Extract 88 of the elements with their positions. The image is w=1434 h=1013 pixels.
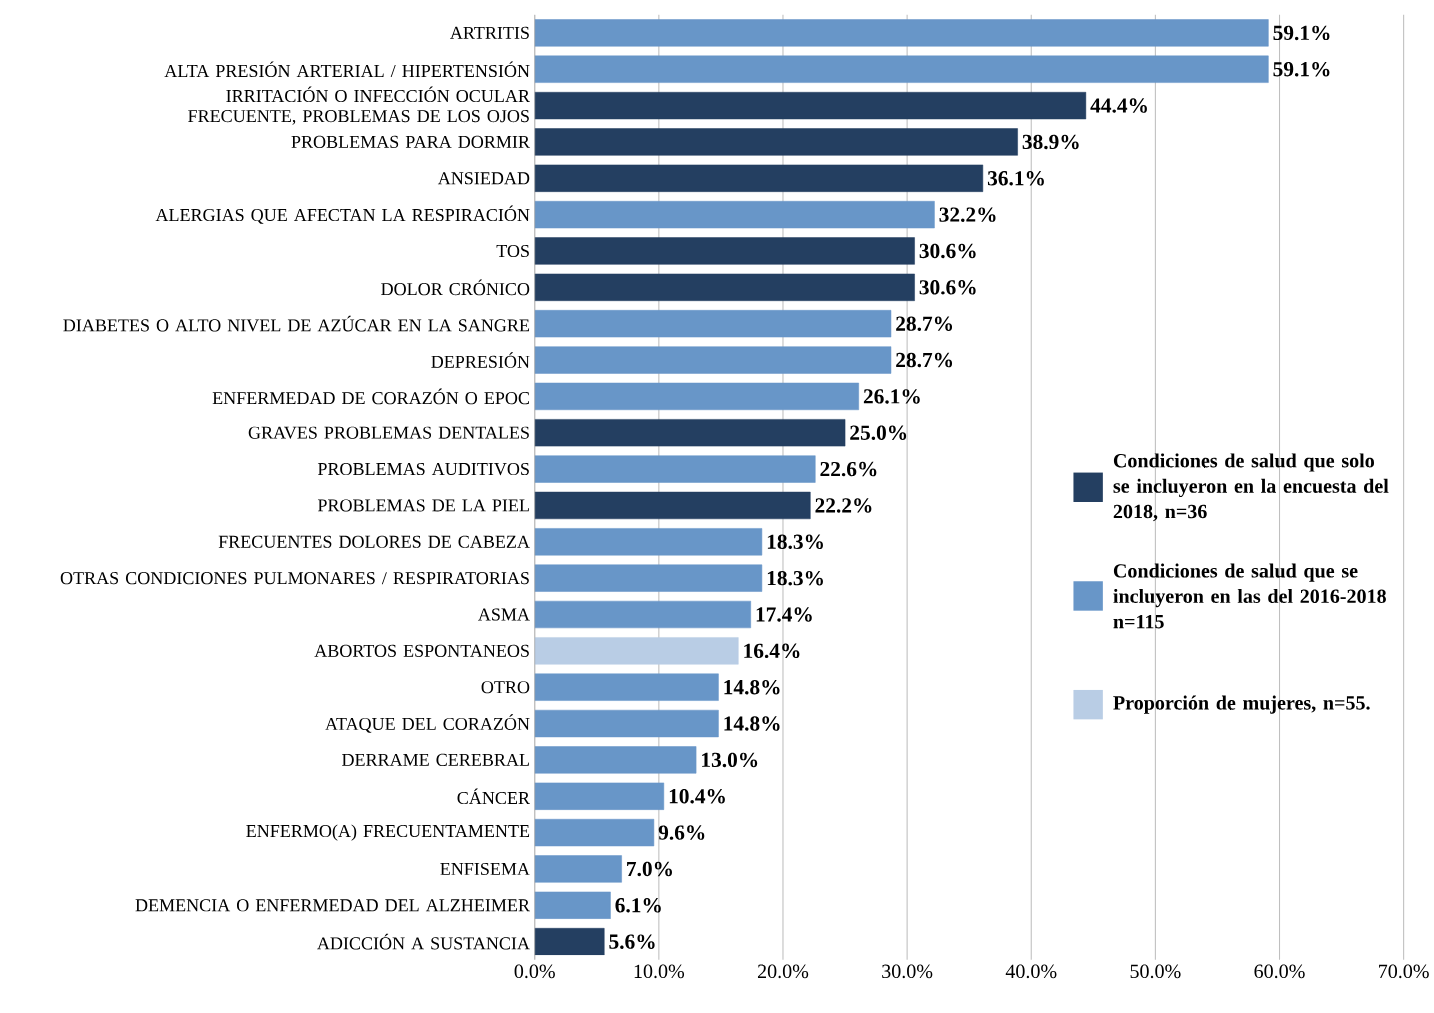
- bar: [534, 782, 665, 810]
- data-label: 9.6%: [658, 825, 705, 840]
- data-label: 18.3%: [767, 570, 823, 586]
- y-tick-label: ALTA PRESIÓN ARTERIAL / HIPERTENSIÓN: [164, 61, 530, 77]
- data-label: 36.1%: [987, 170, 1044, 186]
- data-label: 59.1%: [1273, 25, 1330, 40]
- bar: [534, 346, 892, 374]
- x-tick-label: 60.0%: [1254, 964, 1305, 979]
- data-label: 22.2%: [815, 498, 872, 513]
- data-label: 44.4%: [1090, 98, 1147, 113]
- x-tick-label: 20.0%: [757, 964, 809, 979]
- y-tick-label: GRAVES PROBLEMAS DENTALES: [248, 426, 529, 439]
- bar: [534, 273, 915, 301]
- bar: [534, 164, 984, 192]
- bar: [534, 855, 622, 883]
- data-label: 13.0%: [702, 752, 758, 768]
- bar: [534, 455, 816, 483]
- data-label: 26.1%: [863, 389, 920, 404]
- y-tick-label: ADICCIÓN A SUSTANCIA: [317, 933, 530, 950]
- x-tick-label: 0.0%: [514, 964, 555, 979]
- data-label: 32.2%: [939, 207, 996, 222]
- data-label: 59.1%: [1273, 61, 1330, 77]
- y-tick-label: DEPRESIÓN: [431, 352, 530, 368]
- data-label: 7.0%: [627, 861, 672, 877]
- y-tick-label: OTRO: [481, 681, 530, 694]
- x-tick-label: 40.0%: [1005, 964, 1057, 979]
- data-label: 14.8%: [724, 679, 780, 695]
- bar: [534, 709, 719, 738]
- y-tick-label: TOS: [496, 244, 529, 257]
- bar: [534, 564, 763, 592]
- bar: [534, 309, 892, 338]
- data-label: 22.6%: [820, 461, 877, 477]
- bar: [534, 600, 751, 628]
- bar: [534, 200, 935, 229]
- bar: [534, 746, 697, 774]
- legend-label: Proporción de mujeres, n=55.: [1113, 695, 1370, 714]
- y-tick-label: ENFERMEDAD DE CORAZÓN O EPOC: [212, 388, 529, 405]
- legend-label: Condiciones de salud que solo se incluyeron en la encuesta del 2018, n=36: [1113, 453, 1389, 522]
- y-tick-label: ABORTOS ESPONTANEOS: [314, 644, 529, 657]
- data-label: 30.6%: [919, 243, 976, 259]
- data-label: 6.1%: [615, 897, 661, 913]
- x-tick-label: 50.0%: [1130, 964, 1181, 979]
- y-tick-label: DIABETES O ALTO NIVEL DE AZÚCAR EN LA SANGRE: [63, 315, 530, 332]
- data-label: 5.6%: [609, 934, 655, 949]
- bar: [534, 128, 1018, 156]
- x-tick-label: 70.0%: [1379, 964, 1429, 979]
- y-tick-label: OTRAS CONDICIONES PULMONARES / RESPIRATORIAS: [60, 571, 529, 585]
- bar: [534, 91, 1087, 120]
- bar: [534, 418, 846, 447]
- bar: [534, 927, 605, 956]
- y-tick-label: PROBLEMAS PARA DORMIR: [291, 135, 530, 148]
- y-tick-label: ALERGIAS QUE AFECTAN LA RESPIRACIÓN: [155, 205, 530, 224]
- y-tick-label: CÁNCER: [457, 788, 530, 804]
- y-tick-label: ENFERMO(A) FRECUENTAMENTE: [246, 824, 530, 841]
- bar: [534, 237, 915, 265]
- data-label: 25.0%: [850, 425, 907, 440]
- y-tick-label: PROBLEMAS DE LA PIEL: [317, 499, 529, 512]
- y-tick-label: ARTRITIS: [450, 26, 529, 39]
- y-tick-label: FRECUENTES DOLORES DE CABEZA: [218, 535, 530, 548]
- y-tick-label: ANSIEDAD: [437, 172, 530, 185]
- bar: [534, 19, 1269, 47]
- y-tick-label: DOLOR CRÓNICO: [381, 279, 530, 296]
- x-tick-label: 10.0%: [634, 964, 685, 979]
- data-label: 30.6%: [919, 279, 976, 295]
- y-tick-label: DEMENCIA O ENFERMEDAD DEL ALZHEIMER: [135, 899, 530, 912]
- data-label: 18.3%: [767, 534, 823, 549]
- legend-label: Condiciones de salud que se incluyeron en las del 2016-2018 n=115: [1113, 563, 1386, 629]
- data-label: 10.4%: [669, 788, 725, 804]
- y-tick-label: DERRAME CEREBRAL: [342, 753, 529, 766]
- y-tick-label: IRRITACIÓN O INFECCIÓN OCULAR FRECUENTE, PROBLEMAS DE LOS OJOS: [188, 86, 530, 125]
- bar: [534, 55, 1269, 83]
- data-label: 28.7%: [896, 316, 953, 331]
- y-tick-label: PROBLEMAS AUDITIVOS: [317, 462, 529, 476]
- data-label: 14.8%: [724, 716, 780, 731]
- bar: [534, 528, 763, 556]
- data-label: 28.7%: [896, 352, 953, 368]
- y-tick-label: ATAQUE DEL CORAZÓN: [325, 714, 530, 733]
- bar: [534, 891, 611, 919]
- bar: [534, 491, 811, 519]
- data-label: 17.4%: [756, 607, 812, 622]
- bar: [534, 818, 655, 847]
- data-label: 38.9%: [1022, 134, 1079, 150]
- bar: [534, 673, 719, 701]
- y-tick-label: ASMA: [478, 608, 530, 621]
- bar: [534, 382, 859, 410]
- x-tick-label: 30.0%: [882, 964, 933, 979]
- y-tick-label: ENFISEMA: [440, 862, 530, 875]
- data-label: 16.4%: [744, 643, 800, 658]
